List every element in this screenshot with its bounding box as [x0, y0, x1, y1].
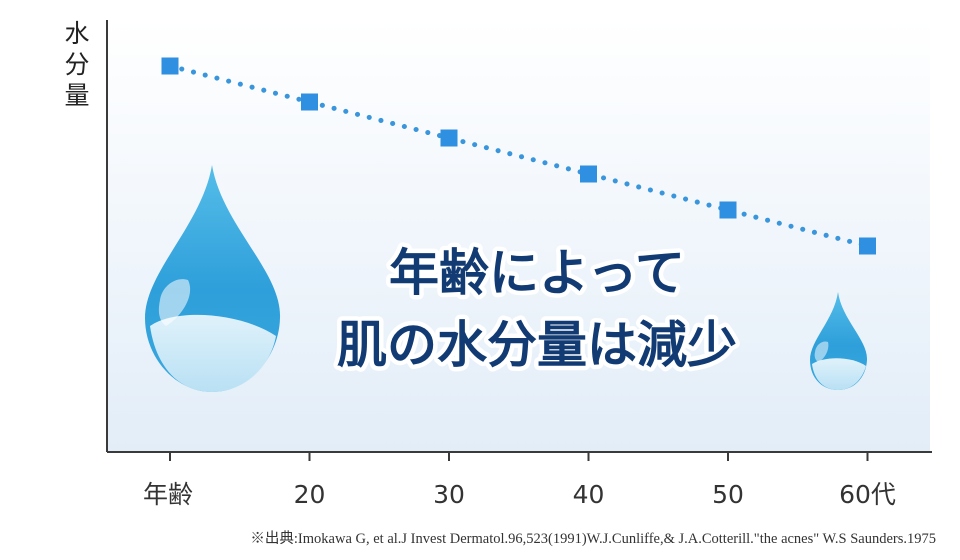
headline-line-2: 肌の水分量は減少 — [337, 316, 737, 374]
x-tick-label: 30 — [433, 480, 465, 509]
x-tick-label: 20 — [294, 480, 326, 509]
data-point-marker — [580, 165, 597, 183]
source-citation: ※出典:Imokawa G, et al.J Invest Dermatol.9… — [250, 531, 936, 547]
headline-line-1: 年齢によって — [389, 244, 685, 302]
data-point-marker — [301, 93, 318, 111]
x-tick-label: 年齢 — [143, 480, 193, 509]
series-line — [167, 63, 870, 249]
data-point-marker — [859, 237, 876, 255]
x-tick-label: 60代 — [839, 480, 896, 509]
large-water-drop-icon — [145, 165, 281, 392]
data-point-marker — [161, 57, 179, 75]
y-axis-label: 水分量 — [64, 19, 89, 110]
x-tick-label: 40 — [573, 480, 605, 509]
x-tick-label: 50 — [712, 480, 744, 509]
data-point-marker — [719, 201, 737, 219]
small-water-drop-icon — [810, 292, 868, 390]
data-point-marker — [440, 129, 458, 147]
